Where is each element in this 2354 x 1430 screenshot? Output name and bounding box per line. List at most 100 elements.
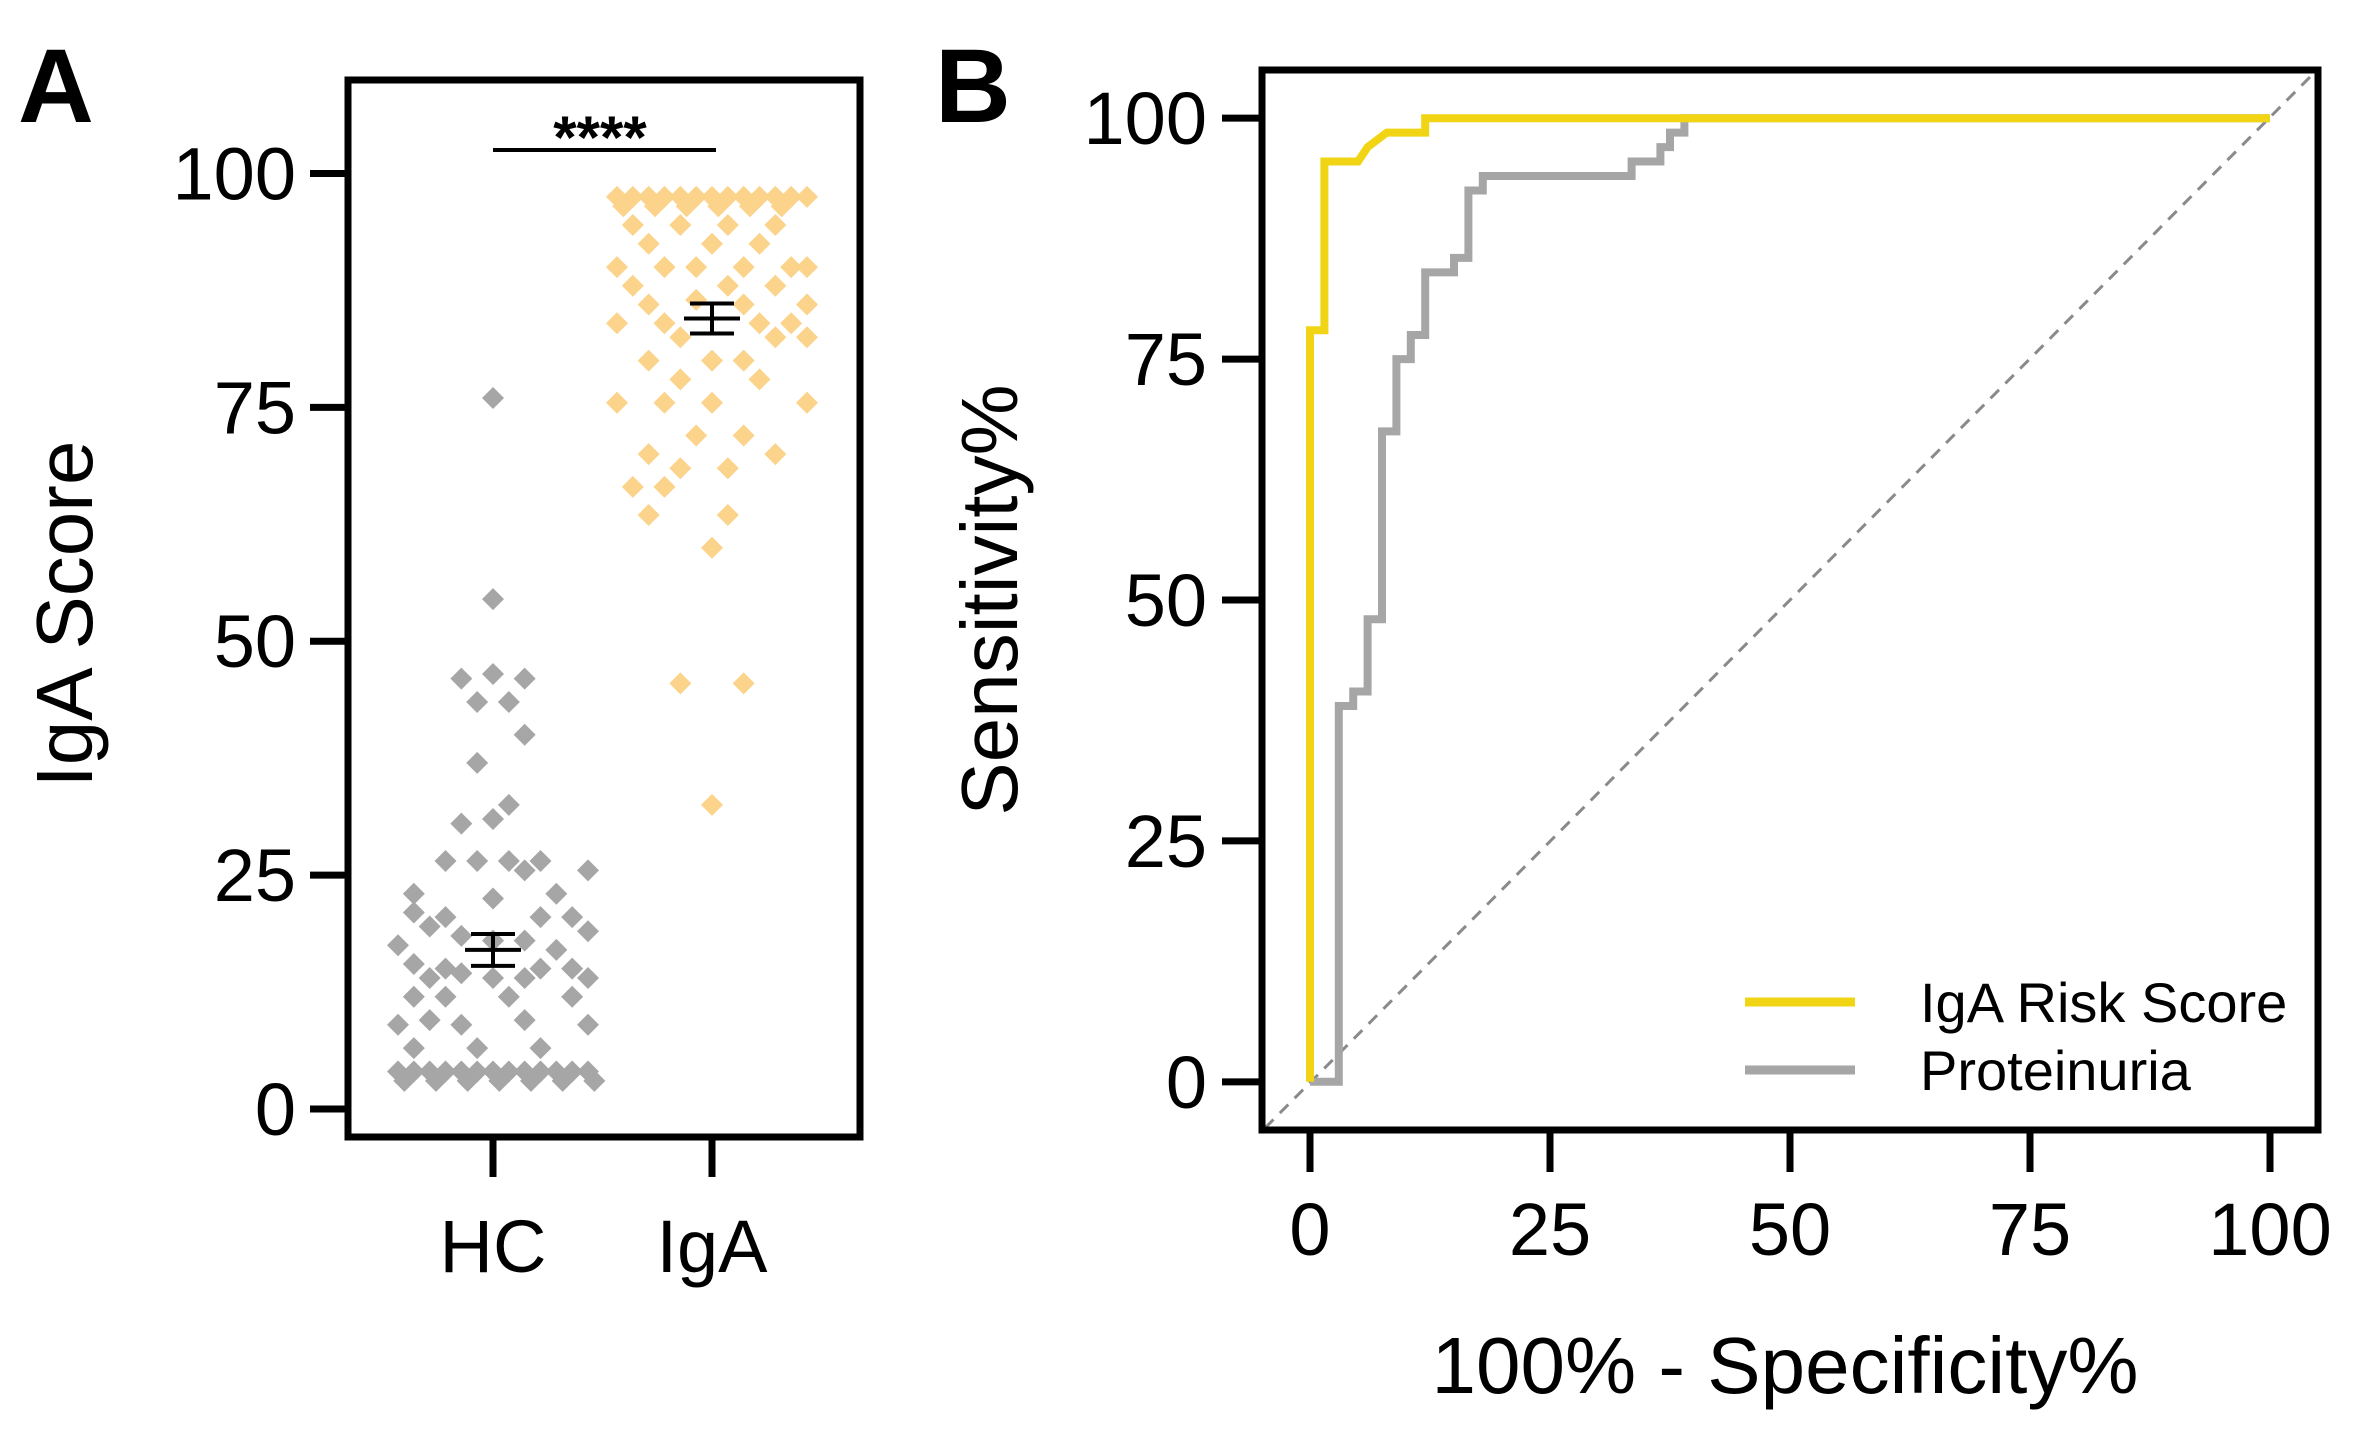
point-hc-3 (482, 662, 504, 685)
panel-a-x-ticks: HC IgA (440, 1137, 768, 1288)
point-iga-37 (732, 293, 755, 316)
point-hc-40 (577, 966, 599, 989)
point-iga-16 (707, 195, 730, 218)
panel-b-curves (1306, 114, 2270, 1086)
panel-b-frame (1258, 66, 2322, 1134)
point-hc-4 (513, 667, 536, 690)
point-hc-11 (482, 807, 504, 830)
point-iga-58 (764, 443, 787, 466)
panel-a-y-tick-label-25: 25 (214, 834, 296, 917)
panel-b-y-tick-label-0: 0 (1166, 1041, 1207, 1124)
point-hc-12 (434, 850, 457, 873)
legend-label-iga-risk-score: IgA Risk Score (1920, 971, 2287, 1034)
point-iga-15 (675, 195, 698, 218)
point-hc-38 (482, 966, 504, 989)
panel-a-error-bars (465, 301, 740, 968)
point-hc-19 (482, 887, 504, 910)
panel-b-x-tick-label-0: 0 (1289, 1188, 1330, 1271)
panel-a-y-axis-title: IgA Score (20, 441, 109, 788)
point-hc-68 (456, 1069, 479, 1092)
panel-a-y-tick-label-100: 100 (173, 133, 296, 216)
point-iga-32 (621, 274, 644, 297)
point-hc-66 (393, 1069, 416, 1092)
point-hc-34 (529, 957, 552, 980)
point-iga-61 (621, 475, 644, 498)
point-hc-6 (466, 691, 489, 714)
significance-label: **** (553, 104, 647, 171)
panel-b-y-tick-label-100: 100 (1084, 77, 1207, 160)
point-hc-42 (434, 985, 457, 1008)
point-iga-68 (701, 793, 723, 816)
point-hc-9 (497, 793, 520, 816)
point-hc-43 (497, 985, 520, 1008)
point-hc-72 (583, 1069, 606, 1092)
point-iga-18 (770, 195, 793, 218)
point-hc-28 (513, 929, 536, 952)
point-hc-37 (450, 962, 473, 985)
panel-b-y-axis-title: Sensitivity% (945, 384, 1034, 815)
panel-b-x-ticks: 0 25 50 75 100 (1289, 1130, 2332, 1271)
point-iga-27 (653, 256, 676, 279)
point-iga-12 (796, 185, 818, 208)
panel-a-y-ticks: 0 25 50 75 100 (173, 133, 348, 1151)
point-iga-50 (748, 368, 771, 391)
point-hc-8 (466, 751, 489, 774)
point-iga-49 (669, 368, 692, 391)
panel-b-y-tick-label-75: 75 (1125, 318, 1207, 401)
point-hc-21 (402, 901, 425, 924)
point-hc-32 (402, 952, 425, 975)
point-hc-30 (387, 934, 409, 957)
point-iga-51 (606, 391, 628, 414)
point-iga-25 (748, 232, 771, 255)
point-hc-45 (387, 1013, 409, 1036)
point-iga-36 (685, 288, 708, 311)
point-iga-24 (701, 232, 723, 255)
point-hc-49 (577, 1013, 599, 1036)
point-iga-66 (669, 672, 692, 695)
panel-b-x-tick-label-25: 25 (1509, 1188, 1591, 1271)
point-iga-39 (606, 312, 628, 335)
panel-b-x-axis-title: 100% - Specificity% (1432, 1321, 2139, 1410)
point-iga-14 (644, 195, 666, 218)
point-hc-41 (402, 985, 425, 1008)
point-iga-62 (653, 475, 676, 498)
point-hc-16 (513, 859, 536, 882)
point-hc-36 (418, 966, 441, 989)
point-hc-1 (482, 588, 504, 611)
error-bar-iga (684, 301, 740, 336)
point-iga-13 (612, 195, 635, 218)
point-hc-17 (577, 859, 599, 882)
point-hc-39 (513, 966, 536, 989)
point-hc-13 (466, 850, 489, 873)
point-hc-20 (545, 882, 568, 905)
panel-b-y-tick-label-50: 50 (1125, 559, 1207, 642)
point-iga-44 (764, 326, 787, 349)
panel-a-y-tick-label-0: 0 (255, 1068, 296, 1151)
panel-b-x-tick-label-75: 75 (1989, 1188, 2071, 1271)
panel-b-y-ticks: 0 25 50 75 100 (1084, 77, 1262, 1124)
panel-a-frame (344, 76, 864, 1141)
point-iga-33 (716, 274, 739, 297)
point-iga-59 (669, 457, 692, 480)
point-hc-31 (545, 938, 568, 961)
point-iga-65 (701, 536, 723, 559)
panel-b-letter: B (935, 28, 1011, 145)
point-hc-23 (529, 906, 552, 929)
point-iga-28 (685, 256, 708, 279)
point-iga-21 (716, 213, 739, 236)
legend: IgA Risk Score Proteinuria (1745, 971, 2287, 1102)
point-hc-51 (466, 1037, 489, 1060)
point-iga-41 (748, 312, 771, 335)
point-hc-26 (450, 924, 473, 947)
point-hc-14 (497, 850, 520, 873)
panel-a-letter: A (18, 28, 94, 145)
roc-curve-iga-risk-score (1306, 114, 2270, 1082)
point-hc-70 (520, 1069, 542, 1092)
point-iga-40 (653, 312, 676, 335)
point-iga-53 (701, 391, 723, 414)
point-hc-47 (450, 1013, 473, 1036)
point-hc-0 (482, 387, 504, 410)
point-iga-23 (637, 232, 660, 255)
panel-b: B Sensitivity% 100% - Specificity% 0 25 50… (935, 28, 2332, 1410)
point-iga-57 (637, 443, 660, 466)
